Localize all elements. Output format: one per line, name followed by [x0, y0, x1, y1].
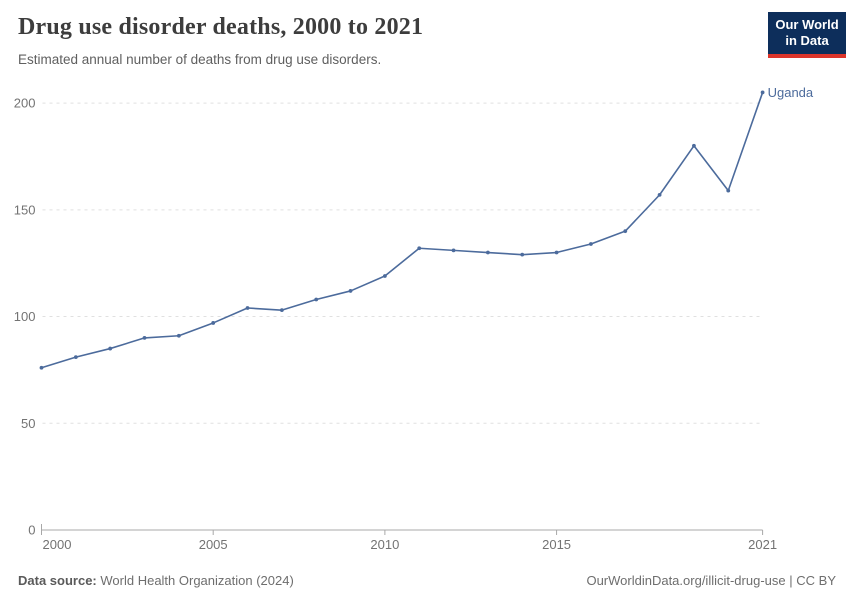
x-tick-label: 2005: [199, 537, 228, 552]
owid-logo-line1: Our World: [775, 17, 839, 32]
entity-label[interactable]: Uganda: [768, 85, 814, 100]
y-tick-label: 200: [14, 96, 36, 111]
x-tick-label: 2010: [370, 537, 399, 552]
data-point[interactable]: [279, 308, 284, 313]
data-point[interactable]: [39, 365, 44, 370]
data-point[interactable]: [692, 143, 696, 148]
data-point[interactable]: [142, 335, 147, 340]
data-source-value: World Health Organization (2024): [100, 573, 294, 588]
owid-logo[interactable]: Our World in Data: [768, 12, 846, 58]
footer-separator: |: [789, 573, 793, 588]
owid-logo-line2: in Data: [785, 33, 829, 49]
data-point[interactable]: [108, 346, 113, 351]
data-point[interactable]: [382, 274, 387, 278]
data-point[interactable]: [176, 333, 181, 338]
data-point[interactable]: [485, 250, 490, 255]
y-axis-labels: 0 50 100 150 200: [14, 96, 36, 538]
footer-url-link[interactable]: OurWorldinData.org/illicit-drug-use: [586, 573, 786, 588]
data-point[interactable]: [760, 90, 765, 95]
data-point[interactable]: [451, 248, 456, 253]
data-source-label: Data source:: [18, 573, 97, 588]
y-gridlines: [42, 102, 763, 424]
chart-footer: Data source: World Health Organization (…: [0, 573, 850, 588]
data-line-uganda[interactable]: [40, 91, 764, 369]
data-point[interactable]: [623, 229, 628, 234]
x-tick-label: 2015: [542, 537, 571, 552]
data-point[interactable]: [314, 297, 319, 302]
data-point[interactable]: [589, 242, 593, 246]
data-point[interactable]: [245, 306, 250, 310]
x-tick-label: 2021: [748, 537, 777, 552]
data-point[interactable]: [211, 321, 216, 325]
data-point[interactable]: [726, 188, 731, 193]
chart-subtitle: Estimated annual number of deaths from d…: [18, 52, 382, 67]
y-tick-label: 50: [21, 416, 35, 431]
footer-attribution: OurWorldinData.org/illicit-drug-use | CC…: [586, 573, 836, 588]
data-point[interactable]: [554, 250, 559, 255]
x-tick-label: 2000: [43, 537, 72, 552]
y-tick-label: 0: [28, 523, 35, 538]
y-tick-label: 150: [14, 202, 36, 217]
data-point[interactable]: [348, 289, 353, 293]
data-points-uganda[interactable]: [39, 90, 765, 370]
data-point[interactable]: [520, 252, 525, 257]
chart-title: Drug use disorder deaths, 2000 to 2021: [18, 14, 424, 40]
data-point[interactable]: [417, 246, 422, 251]
footer-license-link[interactable]: CC BY: [796, 573, 836, 588]
data-point[interactable]: [73, 355, 78, 360]
x-axis: 2000 2005 2010 2015 2021: [41, 524, 777, 552]
data-point[interactable]: [657, 192, 662, 197]
y-tick-label: 100: [14, 309, 36, 324]
data-source: Data source: World Health Organization (…: [18, 573, 294, 588]
